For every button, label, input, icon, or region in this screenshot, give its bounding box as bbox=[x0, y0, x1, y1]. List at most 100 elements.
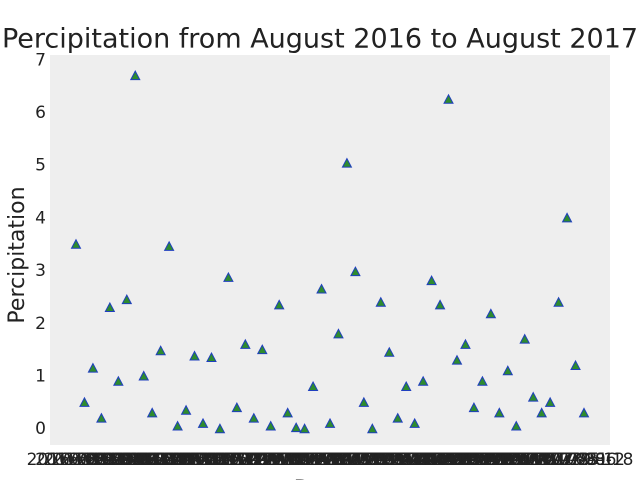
x-tick-label: 2017-08-06 bbox=[518, 450, 617, 470]
point bbox=[544, 396, 556, 407]
point bbox=[104, 301, 116, 312]
x-tick-label: 2017-06-07 bbox=[433, 450, 532, 470]
point bbox=[443, 93, 454, 104]
point bbox=[197, 417, 209, 428]
x-tick-label: 2016-09-28 bbox=[77, 450, 176, 470]
x-tick-label: 2016-11-27 bbox=[162, 450, 261, 470]
x-tick-label: 2017-07-13 bbox=[484, 450, 583, 470]
point bbox=[367, 423, 378, 434]
point bbox=[350, 266, 361, 277]
point bbox=[79, 396, 90, 407]
x-tick-label: 2016-11-15 bbox=[145, 450, 244, 470]
chart-title: Percipitation from August 2016 to August… bbox=[2, 24, 638, 55]
point bbox=[231, 402, 243, 413]
point bbox=[333, 328, 344, 339]
x-tick-label: 2017-06-13 bbox=[441, 450, 540, 470]
point bbox=[146, 407, 158, 418]
point bbox=[400, 380, 412, 392]
x-tick-label: 2016-11-09 bbox=[137, 450, 236, 470]
point bbox=[223, 271, 234, 282]
point bbox=[494, 407, 505, 418]
x-tick-label: 2017-02-01 bbox=[255, 450, 354, 470]
x-tick-label: 2016-10-22 bbox=[111, 450, 210, 470]
x-tick-label: 2017-04-02 bbox=[340, 450, 439, 470]
point bbox=[561, 212, 573, 223]
point bbox=[392, 412, 404, 423]
x-tick-label: 2016-10-10 bbox=[94, 450, 193, 470]
point bbox=[485, 308, 497, 319]
point bbox=[409, 417, 420, 428]
x-tick-label: 2016-09-16 bbox=[60, 450, 159, 470]
x-tick-label: 2017-01-14 bbox=[230, 450, 329, 470]
y-tick-label: 5 bbox=[35, 156, 46, 176]
y-tick-label: 3 bbox=[35, 261, 46, 281]
y-tick-label: 7 bbox=[35, 50, 46, 70]
x-tick-label: 2017-07-25 bbox=[501, 450, 600, 470]
point bbox=[273, 299, 285, 310]
y-tick-label: 6 bbox=[35, 103, 46, 123]
point bbox=[527, 391, 539, 402]
x-tick-label: 2017-03-27 bbox=[331, 450, 430, 470]
x-tick-label: 2016-12-27 bbox=[204, 450, 303, 470]
x-tick-label: 2016-11-21 bbox=[154, 450, 253, 470]
x-tick-label: 2017-03-15 bbox=[314, 450, 413, 470]
plot-background bbox=[50, 55, 610, 445]
x-tick-label: 2016-12-15 bbox=[187, 450, 286, 470]
x-tick-label: 2017-05-26 bbox=[416, 450, 515, 470]
x-tick-label: 2017-05-08 bbox=[391, 450, 490, 470]
point bbox=[240, 338, 251, 349]
x-tick-label: 2016-10-28 bbox=[120, 450, 219, 470]
x-tick-label: 2016-12-21 bbox=[196, 450, 295, 470]
point bbox=[434, 299, 446, 310]
point bbox=[121, 293, 133, 305]
point bbox=[189, 350, 200, 361]
y-tick-label: 4 bbox=[35, 208, 46, 228]
x-tick-label: 2016-09-04 bbox=[44, 450, 143, 470]
x-tick-label: 2017-01-02 bbox=[213, 450, 312, 470]
point bbox=[113, 375, 124, 386]
x-tick-label: 2017-01-08 bbox=[221, 450, 320, 470]
x-tick-label: 2017-02-07 bbox=[264, 450, 363, 470]
point bbox=[460, 338, 471, 349]
x-tick-label: 2016-08-23 bbox=[27, 450, 126, 470]
x-tick-label: 2017-06-01 bbox=[425, 450, 524, 470]
x-tick-label: 2016-10-16 bbox=[103, 450, 202, 470]
point bbox=[536, 407, 547, 418]
point bbox=[214, 423, 226, 434]
x-tick-label: 2017-08-18 bbox=[535, 450, 634, 470]
x-tick-label: 2016-09-22 bbox=[69, 450, 168, 470]
x-tick-label: 2017-05-20 bbox=[408, 450, 507, 470]
point bbox=[510, 420, 522, 431]
x-tick-label: 2017-07-31 bbox=[509, 450, 608, 470]
point bbox=[519, 333, 531, 344]
point bbox=[358, 396, 370, 407]
x-tick-label: 2017-07-07 bbox=[475, 450, 574, 470]
x-tick-label: 2017-02-13 bbox=[272, 450, 371, 470]
point bbox=[341, 157, 353, 168]
x-tick-label: 2017-02-25 bbox=[289, 450, 388, 470]
point bbox=[96, 412, 107, 423]
point bbox=[206, 351, 217, 363]
point bbox=[70, 238, 82, 249]
x-tick-label: 2016-12-09 bbox=[179, 450, 278, 470]
point bbox=[578, 407, 590, 418]
point bbox=[307, 380, 319, 392]
y-axis-label: Percipitation bbox=[5, 186, 30, 323]
x-tick-label: 2017-06-19 bbox=[450, 450, 549, 470]
point bbox=[299, 423, 310, 434]
x-tick-label: 2017-07-19 bbox=[492, 450, 591, 470]
point bbox=[477, 375, 488, 386]
x-tick-label: 2017-04-08 bbox=[348, 450, 447, 470]
y-tick-label: 0 bbox=[35, 419, 46, 439]
point bbox=[129, 70, 141, 81]
x-tick-label: 2016-12-03 bbox=[171, 450, 270, 470]
point bbox=[570, 359, 581, 370]
x-tick-label: 2017-06-25 bbox=[458, 450, 557, 470]
point bbox=[290, 422, 302, 433]
point bbox=[248, 412, 260, 423]
point bbox=[282, 407, 293, 418]
point bbox=[375, 296, 387, 307]
point bbox=[553, 296, 564, 307]
point bbox=[502, 365, 514, 376]
